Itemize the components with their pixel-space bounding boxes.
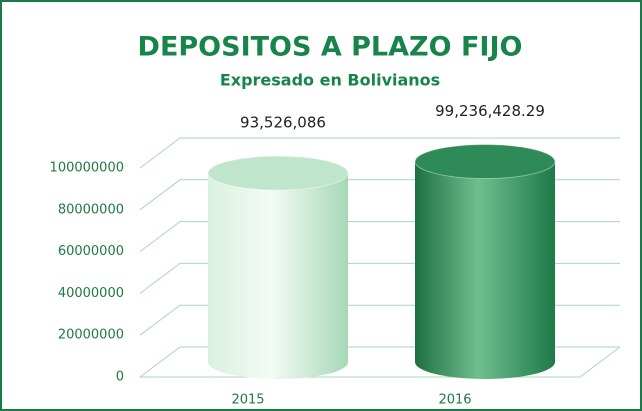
y-tick-label: 100000000 [50,161,124,176]
cylinder-top [414,144,556,180]
cylinder-body [208,173,348,379]
y-tick-label: 20000000 [58,328,124,343]
x-tick-label: 2016 [438,393,471,408]
y-tick-label: 40000000 [58,286,124,301]
chart-subtitle: Expresado en Bolivianos [220,71,440,90]
grid-line [139,137,620,169]
chart-title: DEPOSITOS A PLAZO FIJO [138,32,523,63]
x-tick-label: 2015 [231,393,264,408]
value-label: 93,526,086 [240,114,326,132]
cylinder-body [415,161,555,379]
cylinder-top [207,155,349,191]
y-tick-label: 0 [116,370,124,385]
y-tick-label: 60000000 [58,244,124,259]
y-tick-label: 80000000 [58,202,124,217]
value-label: 99,236,428.29 [435,102,545,120]
